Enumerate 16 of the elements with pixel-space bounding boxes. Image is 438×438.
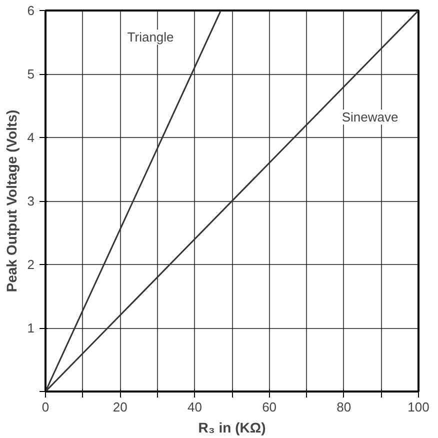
x-tick-label: 20 [112,400,128,414]
y-axis-title: Peak Output Voltage (Volts) [3,110,20,292]
y-tick-label: 6 [27,3,35,18]
x-tick-label: 60 [262,400,277,414]
x-tick-label: 40 [187,400,202,414]
y-tick-label: 5 [27,66,35,82]
x-tick-label: 0 [42,400,50,414]
x-axis-title: R₃ in (KΩ) [198,420,266,436]
series-label: Sinewave [342,110,398,125]
y-tick-label: 2 [27,257,35,272]
text: Triangle [127,30,174,45]
y-tick-label: 1 [27,320,35,336]
x-tick-label: 100 [408,400,430,414]
x-tick-label: 80 [336,400,352,414]
y-tick-label: 4 [27,130,35,145]
y-tick-label: 3 [27,194,35,208]
